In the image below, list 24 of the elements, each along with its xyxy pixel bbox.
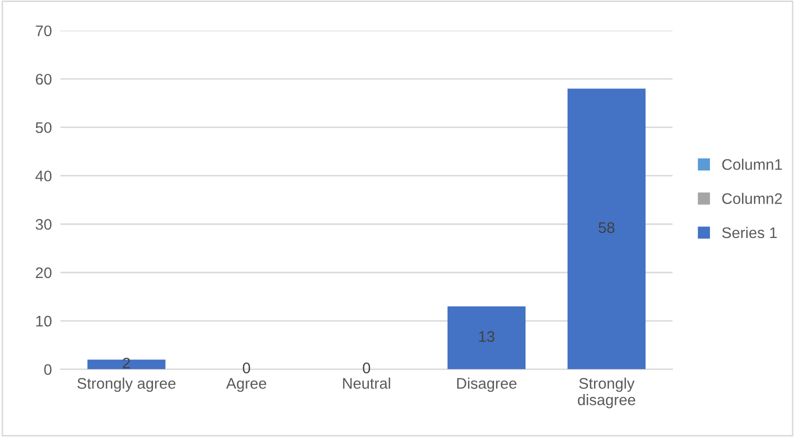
x-tick-label: Strongly agree [77, 378, 176, 392]
x-tick-label: Disagree [457, 378, 516, 392]
data-label: 0 [242, 362, 250, 374]
x-tick-label: Strongly disagree [578, 378, 636, 408]
legend-label: Series 1 [722, 226, 777, 238]
data-label: 2 [122, 358, 130, 368]
bar [568, 88, 646, 370]
x-tick-label: Agree [226, 378, 266, 392]
x-tick-label: Neutral [343, 378, 390, 389]
y-tick-label: 40 [35, 170, 52, 182]
data-label: 58 [598, 222, 614, 234]
y-tick-label: 20 [36, 267, 52, 278]
bar [87, 360, 166, 370]
data-label: 13 [479, 331, 494, 342]
bar [448, 306, 526, 370]
legend-label: Column1 [722, 158, 782, 170]
y-tick-label: 0 [44, 364, 52, 375]
y-tick-label: 60 [36, 74, 52, 85]
data-label: 0 [362, 362, 370, 374]
y-tick-label: 30 [36, 218, 52, 230]
y-tick-label: 10 [36, 316, 52, 327]
y-tick-label: 70 [36, 25, 52, 36]
y-tick-label: 50 [36, 122, 52, 134]
legend-label: Column2 [722, 192, 782, 204]
